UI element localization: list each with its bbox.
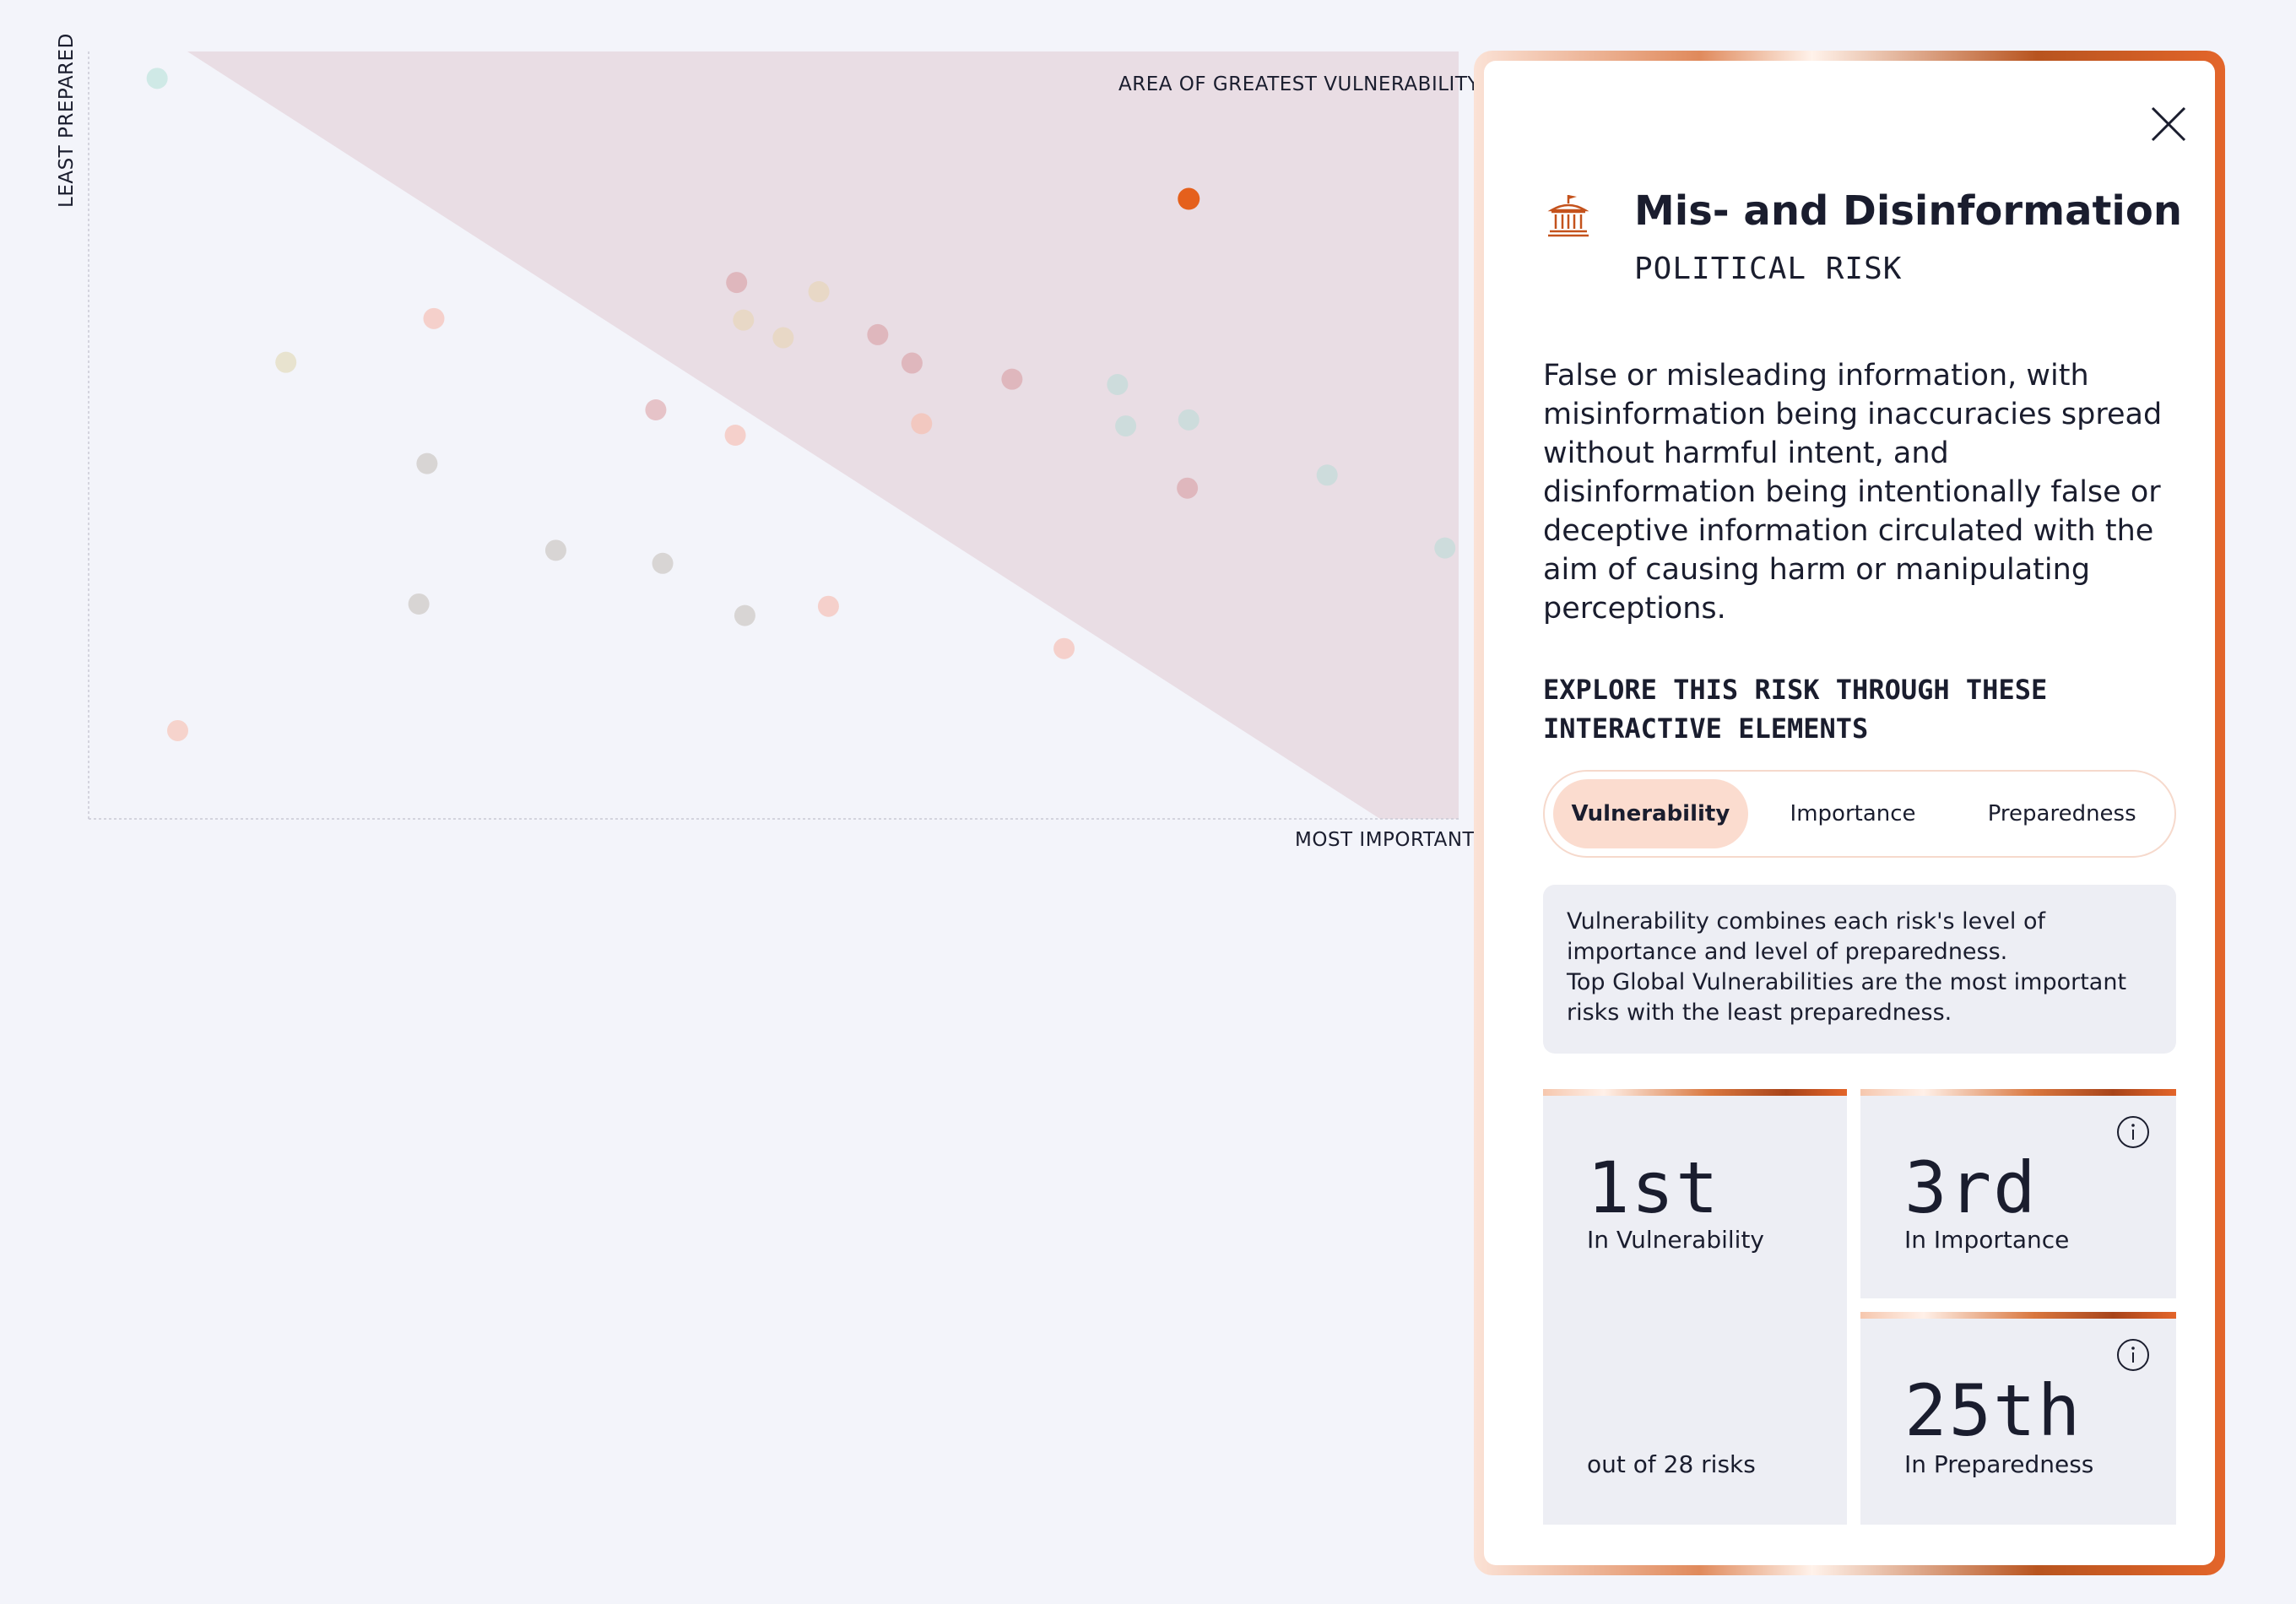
risk-point[interactable] [911,413,933,435]
importance-rank-label: In Importance [1904,1226,2070,1254]
risk-point[interactable] [808,281,830,303]
x-axis-label: MOST IMPORTANT [1295,829,1476,851]
explore-heading: EXPLORE THIS RISK THROUGH THESE INTERACT… [1543,674,2048,745]
risk-title: Mis- and Disinformation [1634,187,2183,235]
info-text-line-2: Top Global Vulnerabilities are the most … [1567,969,2127,1026]
vulnerability-rank-card: 1st In Vulnerability out of 28 risks [1543,1089,1847,1525]
close-icon [2151,106,2186,142]
preparedness-rank-card: 25th In Preparedness [1860,1312,2176,1525]
risk-point[interactable] [1178,409,1199,431]
vulnerability-zone [187,51,1459,819]
vulnerability-rank-label: In Vulnerability [1587,1226,1764,1254]
close-button[interactable] [2147,103,2190,145]
scatter-plot [88,51,1459,820]
y-axis-label: LEAST PREPARED [56,33,78,208]
tab-importance[interactable]: Importance [1790,801,1916,826]
risk-point[interactable] [1434,537,1456,559]
info-icon[interactable] [2115,1337,2151,1373]
risk-point[interactable] [1107,374,1129,396]
risk-point[interactable] [1001,368,1023,390]
risk-point[interactable] [652,552,674,574]
risk-point[interactable] [726,272,748,294]
risk-point[interactable] [544,539,566,561]
risk-point[interactable] [275,351,297,373]
risk-point[interactable] [423,307,445,329]
risk-point[interactable] [1316,464,1338,486]
card-accent-bar [1860,1312,2176,1319]
info-icon[interactable] [2115,1114,2151,1150]
tab-preparedness[interactable]: Preparedness [1987,801,2136,826]
risk-point[interactable] [772,327,794,349]
risk-point[interactable] [867,323,889,345]
panel-content: Mis- and Disinformation POLITICAL RISK F… [1484,61,2215,1565]
vulnerability-info-box: Vulnerability combines each risk's level… [1543,885,2176,1054]
risk-point[interactable] [733,309,755,331]
selected-risk-point[interactable] [1178,187,1200,210]
risk-category: POLITICAL RISK [1634,252,1903,286]
importance-rank-card: 3rd In Importance [1860,1089,2176,1298]
risk-point[interactable] [1115,415,1137,437]
risk-point[interactable] [901,352,923,374]
metric-tabs: Vulnerability Importance Preparedness [1543,770,2176,858]
card-accent-bar [1860,1089,2176,1096]
risk-point[interactable] [146,68,168,89]
vulnerability-zone-label: AREA OF GREATEST VULNERABILITY [1118,73,1480,95]
risk-point[interactable] [166,719,188,741]
risk-description: False or misleading information, with mi… [1543,359,2163,626]
out-of-total-label: out of 28 risks [1587,1450,1756,1478]
importance-rank: 3rd [1904,1146,2038,1229]
preparedness-rank-label: In Preparedness [1904,1450,2094,1478]
risk-point[interactable] [416,452,438,474]
tab-vulnerability[interactable]: Vulnerability [1553,779,1748,848]
vulnerability-rank: 1st [1587,1146,1720,1229]
risk-point[interactable] [817,595,839,617]
data-points [146,68,1456,741]
risk-point[interactable] [1053,637,1075,659]
risk-point[interactable] [645,399,667,421]
vulnerability-chart: LEAST PREPARED MOST IMPORTANT AREA OF GR… [0,0,1479,878]
government-building-icon [1547,195,1589,237]
risk-point[interactable] [408,593,430,615]
risk-point[interactable] [724,425,746,446]
risk-point[interactable] [1177,477,1199,499]
risk-point[interactable] [734,604,755,626]
preparedness-rank: 25th [1904,1369,2082,1452]
card-accent-bar [1543,1089,1847,1096]
info-text-line-1: Vulnerability combines each risk's level… [1567,908,2045,965]
risk-detail-panel: Mis- and Disinformation POLITICAL RISK F… [1474,51,2225,1575]
